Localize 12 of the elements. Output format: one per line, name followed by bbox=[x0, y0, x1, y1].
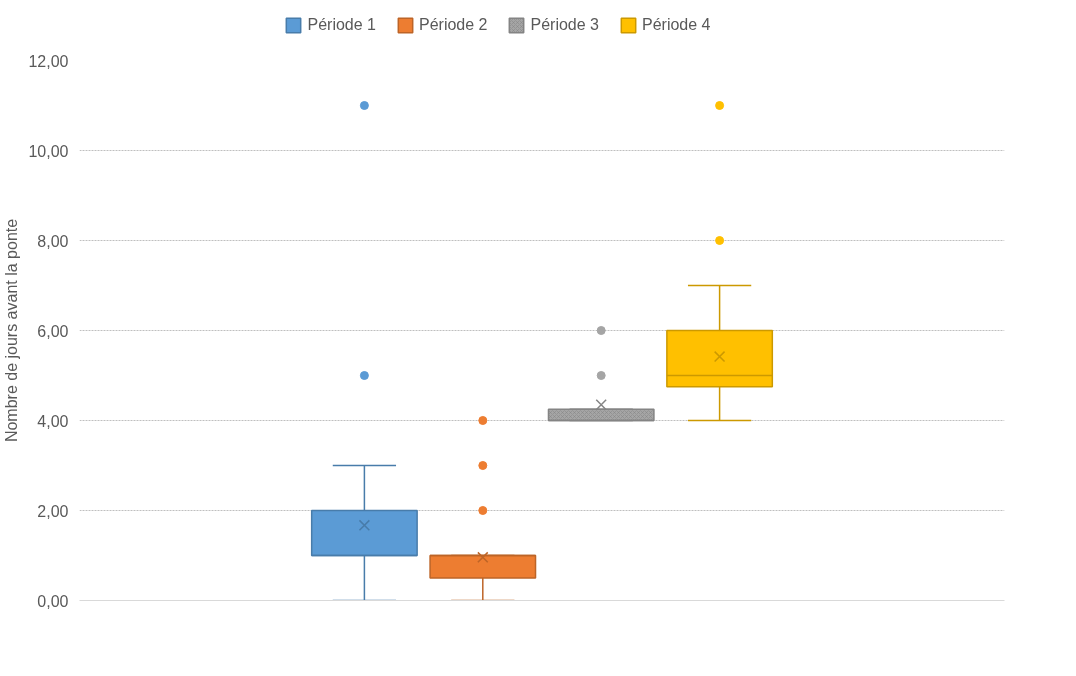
y-tick-label: 12,00 bbox=[28, 52, 69, 70]
y-tick-label: 0,00 bbox=[37, 592, 69, 610]
y-tick-label: 10,00 bbox=[28, 142, 69, 160]
y-tick-label: 8,00 bbox=[37, 232, 69, 250]
legend-label: Période 4 bbox=[641, 16, 711, 34]
y-tick-label: 4,00 bbox=[37, 412, 69, 430]
legend-label: Période 1 bbox=[307, 16, 376, 34]
y-tick-label: 2,00 bbox=[37, 502, 69, 520]
legend-label: Période 3 bbox=[530, 16, 599, 34]
legend-label: Période 2 bbox=[418, 16, 488, 34]
y-tick-label: 6,00 bbox=[37, 322, 69, 340]
y-axis-title: Nombre de jours avant la ponte bbox=[3, 218, 21, 443]
